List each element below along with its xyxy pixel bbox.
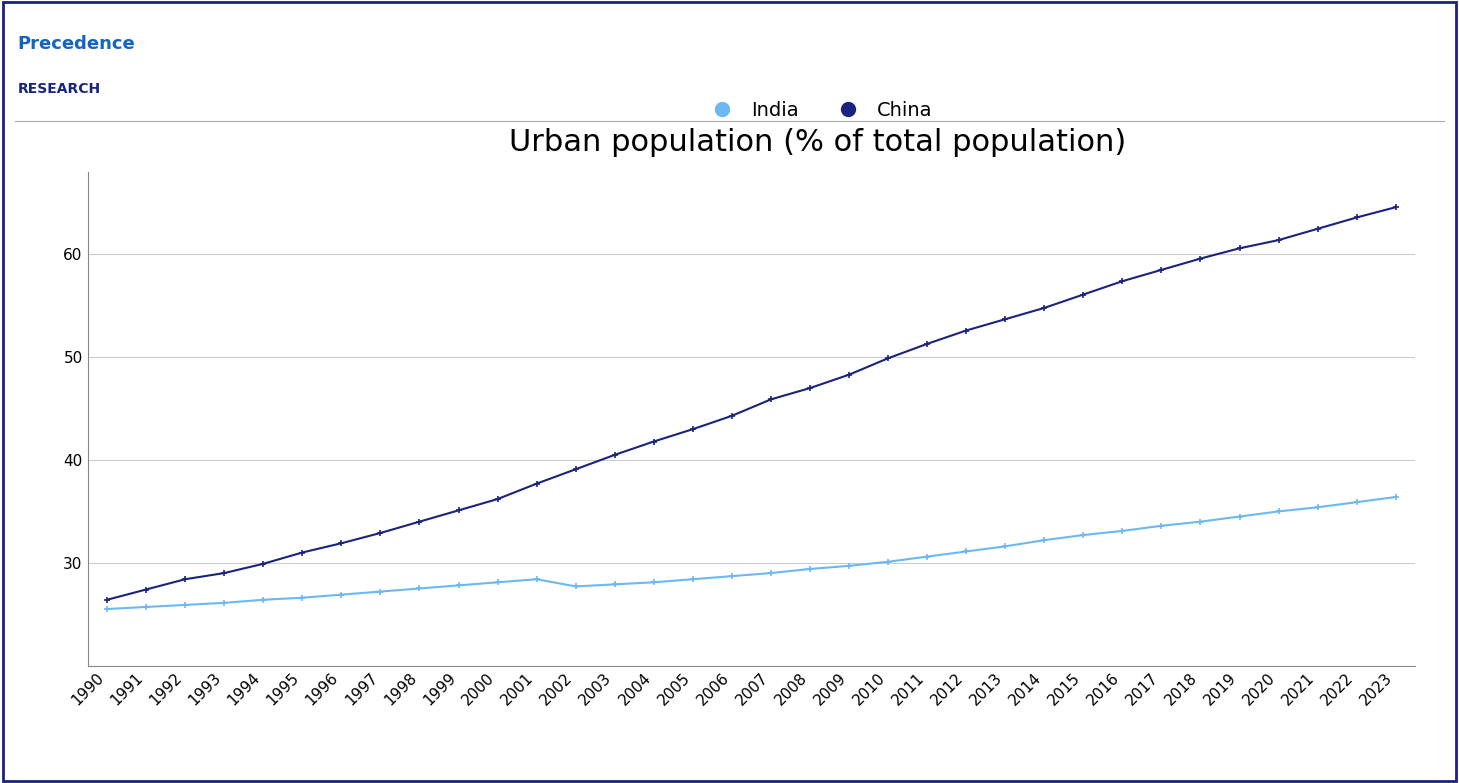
China	[449, 506, 467, 515]
China	[1388, 203, 1405, 212]
India	[177, 601, 194, 610]
China	[568, 464, 585, 474]
China	[918, 339, 935, 348]
India	[528, 575, 546, 584]
India	[801, 565, 818, 574]
India	[840, 561, 858, 571]
China	[1113, 276, 1131, 286]
China	[372, 529, 390, 538]
India	[996, 542, 1014, 551]
India	[1388, 493, 1405, 502]
India	[918, 552, 935, 561]
India	[684, 575, 702, 584]
India	[489, 578, 506, 587]
China	[724, 411, 741, 420]
India	[254, 595, 271, 604]
India	[880, 557, 897, 566]
China	[762, 395, 779, 404]
India	[1231, 512, 1249, 521]
China	[996, 315, 1014, 324]
India	[1074, 530, 1091, 539]
China	[840, 370, 858, 380]
India	[372, 587, 390, 597]
China	[528, 479, 546, 489]
China	[137, 585, 155, 594]
India	[98, 604, 115, 614]
China	[1074, 290, 1091, 299]
India	[1192, 517, 1210, 526]
India	[1348, 497, 1366, 507]
Title: Urban population (% of total population): Urban population (% of total population)	[509, 128, 1126, 157]
China	[489, 494, 506, 503]
China	[684, 424, 702, 434]
India	[216, 598, 233, 608]
India	[724, 572, 741, 581]
India	[333, 590, 350, 599]
India	[605, 579, 623, 589]
India	[410, 584, 427, 594]
China	[1348, 213, 1366, 222]
China	[254, 559, 271, 568]
India	[762, 568, 779, 578]
China	[98, 595, 115, 604]
China	[216, 568, 233, 578]
China	[177, 575, 194, 584]
India	[645, 578, 662, 587]
China	[1036, 303, 1053, 312]
India	[449, 581, 467, 590]
China	[605, 450, 623, 460]
India	[1309, 503, 1326, 512]
China	[333, 539, 350, 548]
China	[1153, 265, 1170, 275]
India	[1113, 526, 1131, 536]
India	[1036, 536, 1053, 545]
China	[1309, 224, 1326, 233]
China	[293, 548, 311, 557]
India	[1153, 521, 1170, 531]
India	[293, 593, 311, 602]
India	[568, 582, 585, 591]
Text: RESEARCH: RESEARCH	[18, 82, 101, 96]
China	[410, 517, 427, 526]
China	[645, 437, 662, 446]
China	[1269, 236, 1287, 245]
China	[1192, 254, 1210, 263]
India	[137, 602, 155, 612]
Line: China: China	[104, 204, 1399, 603]
India	[957, 547, 975, 556]
Text: Precedence: Precedence	[18, 35, 136, 53]
Legend: India, China: India, China	[696, 93, 940, 128]
China	[1231, 244, 1249, 253]
China	[880, 354, 897, 363]
Line: India: India	[104, 493, 1399, 612]
China	[801, 384, 818, 393]
India	[1269, 507, 1287, 516]
China	[957, 326, 975, 335]
